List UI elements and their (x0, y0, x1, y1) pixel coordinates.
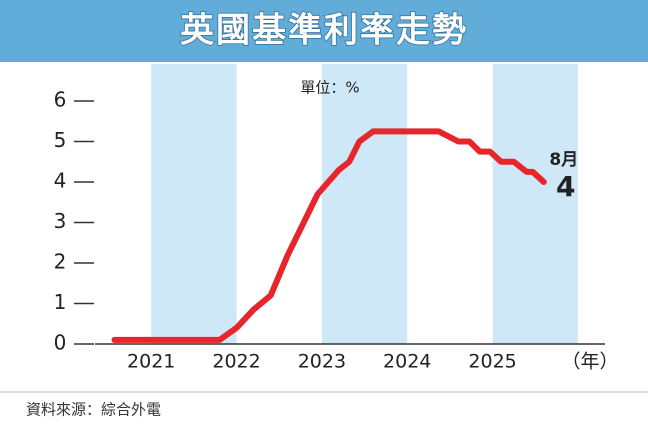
x-tick-label: 2021 (127, 351, 175, 373)
value-label: 4 (556, 170, 575, 203)
year-band (321, 64, 408, 344)
y-tick-label: 4 (54, 169, 67, 193)
source: 資料來源：綜合外電 (26, 401, 161, 419)
x-tick-label: 2022 (212, 351, 260, 373)
chart-title: 英國基準利率走勢 (180, 11, 468, 51)
title-banner (0, 0, 648, 62)
x-tick-label: 2023 (298, 351, 346, 373)
y-tick-label: 2 (54, 250, 67, 274)
unit-label: 單位：% (300, 79, 359, 97)
annotation: 8月 (549, 150, 578, 170)
x-tick-label: 2024 (383, 351, 431, 373)
year-band (492, 64, 578, 344)
y-tick-label: 3 (54, 209, 67, 233)
y-tick-label: 0 (54, 331, 67, 355)
y-tick-label: 1 (54, 290, 67, 314)
x-tick-label: 2025 (468, 351, 516, 373)
y-tick-label: 5 (54, 128, 67, 152)
rate-line (111, 128, 547, 343)
year-band (151, 64, 237, 344)
x-axis-label: （年） (561, 351, 618, 373)
y-tick-label: 6 (54, 88, 67, 112)
